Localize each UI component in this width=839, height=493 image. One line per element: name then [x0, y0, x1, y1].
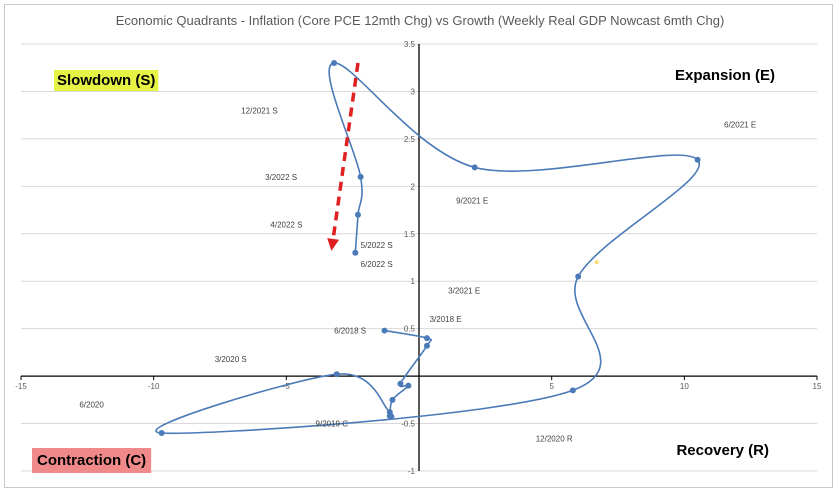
annotations: [327, 62, 599, 265]
data-point: [352, 249, 359, 256]
quadrant-labels: Slowdown (S) Expansion (E) Contraction (…: [32, 67, 775, 473]
data-point: [575, 273, 582, 280]
y-tick-label: -0.5: [401, 420, 415, 429]
data-point: [569, 387, 576, 394]
point-label: 12/2021 S: [241, 106, 277, 115]
data-point: [423, 342, 430, 349]
data-point: [331, 59, 338, 66]
point-label: 3/2022 S: [265, 173, 297, 182]
point-label: 12/2020 R: [536, 435, 573, 444]
quadrant-label-slowdown: Slowdown (S): [57, 72, 155, 89]
y-tick-label: 1.5: [404, 230, 416, 239]
data-point: [386, 409, 393, 416]
data-point: [333, 371, 340, 378]
data-point: [158, 430, 165, 437]
data-point: [354, 211, 361, 218]
point-label: 3/2020 S: [215, 355, 247, 364]
point-label: 4/2022 S: [270, 220, 302, 229]
contraction-highlight: [32, 448, 152, 473]
axes: -1 -0.5 0.5 1 1.5 2 2.5 3 3.5 -15 -10 -5 5 10 15: [15, 40, 822, 476]
quadrant-label-expansion: Expansion (E): [675, 67, 775, 84]
data-point: [405, 382, 412, 389]
x-tick-label: 10: [680, 382, 689, 391]
point-label: 5/2022 S: [361, 241, 393, 250]
x-tick-label: -5: [283, 382, 291, 391]
x-tick-label: -10: [148, 382, 160, 391]
y-tick-label: 2: [411, 182, 416, 191]
chart-frame: Economic Quadrants - Inflation (Core PCE…: [4, 4, 833, 488]
point-label: 3/2018 E: [430, 315, 462, 324]
point-label: 6/2022 S: [361, 260, 393, 269]
quadrant-label-contraction: Contraction (C): [37, 452, 146, 469]
quadrant-label-recovery: Recovery (R): [676, 442, 769, 459]
chart-title: Economic Quadrants - Inflation (Core PCE…: [116, 13, 725, 28]
point-label: 6/2020: [79, 401, 104, 410]
data-point: [694, 156, 701, 163]
point-label: 6/2021 E: [724, 121, 756, 130]
x-tick-label: 5: [549, 382, 554, 391]
y-tick-label: 3.5: [404, 40, 416, 49]
point-label: 6/2018 S: [334, 327, 366, 336]
slowdown-highlight: [54, 70, 159, 91]
data-point: [389, 396, 396, 403]
point-label: 9/2021 E: [456, 197, 488, 206]
data-point: [397, 380, 404, 387]
data-point: [381, 327, 388, 334]
point-label: 3/2021 E: [448, 287, 480, 296]
y-tick-label: 1: [411, 277, 416, 286]
trend-arrow-line: [331, 62, 360, 240]
chart-svg: Economic Quadrants - Inflation (Core PCE…: [15, 13, 822, 476]
data-point: [357, 173, 364, 180]
y-tick-label: -1: [408, 467, 416, 476]
y-tick-label: 0.5: [404, 325, 416, 334]
y-tick-label: 2.5: [404, 135, 416, 144]
series-line: [155, 62, 701, 435]
series: [155, 59, 701, 437]
data-point: [471, 164, 478, 171]
x-tick-label: 15: [813, 382, 822, 391]
trend-arrow-head: [327, 238, 340, 251]
data-point: [423, 335, 430, 342]
x-tick-label: -15: [15, 382, 27, 391]
y-tick-label: 3: [411, 87, 416, 96]
point-label: 9/2019 C: [316, 420, 349, 429]
highlight-marker: [594, 260, 599, 265]
